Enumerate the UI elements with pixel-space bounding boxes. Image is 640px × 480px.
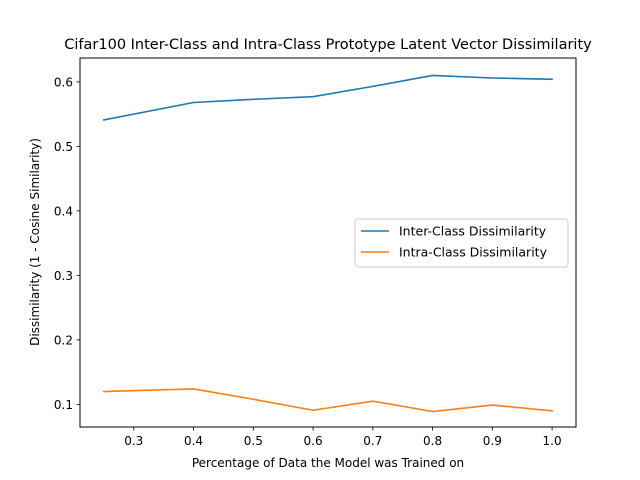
y-tick-label: 0.1 xyxy=(54,398,73,412)
x-tick-label: 0.8 xyxy=(423,434,442,448)
chart-title: Cifar100 Inter-Class and Intra-Class Pro… xyxy=(64,37,592,53)
legend-label-inter: Inter-Class Dissimilarity xyxy=(399,224,547,239)
y-tick-label: 0.6 xyxy=(54,75,73,89)
series-line-inter-class xyxy=(102,74,553,121)
x-tick-label: 0.7 xyxy=(363,434,382,448)
legend-label-intra: Intra-Class Dissimilarity xyxy=(399,245,548,260)
x-tick-label: 0.4 xyxy=(184,434,203,448)
x-tick-label: 0.5 xyxy=(244,434,263,448)
x-tick-label: 0.6 xyxy=(304,434,323,448)
legend-box xyxy=(354,218,569,268)
y-tick-label: 0.4 xyxy=(54,204,73,218)
legend: Inter-Class Dissimilarity Intra-Class Di… xyxy=(354,218,569,268)
x-tick-label: 1.0 xyxy=(543,434,562,448)
y-tick-label: 0.2 xyxy=(54,333,73,347)
x-tick-label: 0.9 xyxy=(483,434,502,448)
y-axis: 0.1 0.2 0.3 0.4 0.5 0.6 xyxy=(54,75,80,412)
series-lines xyxy=(102,74,553,413)
y-tick-label: 0.5 xyxy=(54,140,73,154)
y-tick-label: 0.3 xyxy=(54,269,73,283)
x-axis: 0.3 0.4 0.5 0.6 0.7 0.8 0.9 1.0 xyxy=(124,427,562,448)
x-tick-label: 0.3 xyxy=(124,434,143,448)
series-line-intra-class xyxy=(103,388,553,413)
y-axis-label: Dissimilarity (1 - Cosine Similarity) xyxy=(28,138,42,346)
x-axis-label: Percentage of Data the Model was Trained… xyxy=(192,456,464,470)
